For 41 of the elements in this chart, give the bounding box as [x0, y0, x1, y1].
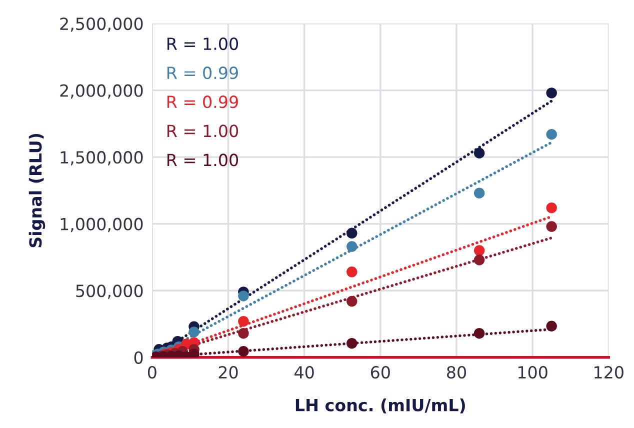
x-tick-label: 40 — [294, 366, 314, 379]
annotation: R = 0.99 — [167, 96, 238, 108]
point — [238, 316, 249, 327]
y-tick-label: 0 — [134, 351, 143, 364]
point — [546, 320, 557, 332]
point — [546, 221, 557, 232]
point — [474, 148, 485, 158]
y-tick-label: 2,500,000 — [60, 18, 143, 32]
point — [188, 348, 200, 358]
y-tick-label: 1,000,000 — [60, 218, 143, 232]
annotation: R = 1.00 — [167, 124, 238, 138]
point — [474, 245, 485, 256]
point — [346, 228, 358, 239]
point — [346, 338, 358, 349]
annotation: R = 0.99 — [167, 66, 238, 80]
annotation: R = 1.00 — [167, 154, 238, 166]
y-tick-label: 2,000,000 — [60, 84, 143, 99]
point — [546, 88, 557, 98]
point — [474, 254, 485, 266]
point — [188, 326, 200, 338]
point — [474, 328, 485, 339]
point — [346, 266, 358, 278]
point — [238, 328, 249, 339]
x-tick-label: 20 — [218, 366, 238, 379]
annotation: R = 1.00 — [167, 37, 238, 50]
x-tick-label: 120 — [594, 366, 624, 379]
point — [238, 290, 249, 302]
point — [346, 241, 358, 252]
x-tick-label: 80 — [447, 366, 466, 379]
point — [238, 346, 249, 357]
point — [546, 128, 557, 140]
x-tick-label: 60 — [370, 366, 390, 379]
point — [346, 296, 358, 307]
x-tick-label: 100 — [518, 366, 548, 379]
x-tick-label: 0 — [148, 366, 156, 379]
y-tick-label: 1,500,000 — [60, 151, 143, 166]
x-axis-title: LH conc. (mIU/mL) — [296, 398, 465, 414]
point — [546, 202, 557, 214]
y-tick-label: 500,000 — [76, 284, 143, 299]
point — [474, 188, 485, 199]
y-axis-title: Signal (RLU) — [28, 134, 46, 248]
